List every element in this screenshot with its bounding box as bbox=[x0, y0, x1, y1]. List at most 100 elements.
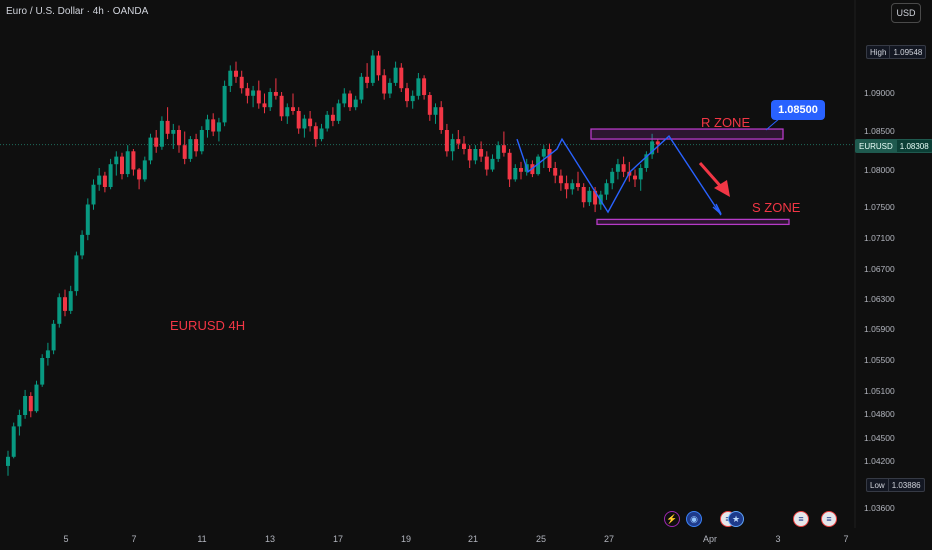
us-flag-icon[interactable]: ≡ bbox=[793, 511, 809, 527]
candle-body bbox=[159, 120, 164, 147]
candle-body bbox=[142, 160, 147, 180]
candle-body bbox=[296, 111, 301, 129]
candle-body bbox=[313, 126, 318, 140]
candle-body bbox=[621, 164, 626, 172]
price-label: 1.04200 bbox=[864, 456, 895, 466]
candle-body bbox=[125, 151, 130, 175]
eu-flag-icon[interactable]: ★ bbox=[728, 511, 744, 527]
s-zone-label[interactable]: S ZONE bbox=[752, 200, 801, 215]
candle-body bbox=[239, 76, 244, 89]
candle-body bbox=[393, 67, 398, 83]
candle-body bbox=[45, 350, 50, 358]
candle-body bbox=[57, 297, 62, 324]
candle-body bbox=[365, 76, 370, 83]
candle-body bbox=[245, 88, 250, 96]
current-tag-label: EURUSD bbox=[855, 139, 896, 153]
candle-body bbox=[148, 137, 153, 161]
candle-body bbox=[137, 169, 142, 180]
candle-body bbox=[108, 164, 113, 187]
candle-body bbox=[308, 118, 313, 127]
candle-body bbox=[182, 145, 187, 159]
candle-body bbox=[85, 204, 90, 235]
candle-body bbox=[387, 82, 392, 94]
price-label: 1.09000 bbox=[864, 88, 895, 98]
candle-body bbox=[91, 184, 96, 205]
us-flag-icon[interactable]: ≡ bbox=[821, 511, 837, 527]
candle-body bbox=[165, 120, 170, 134]
currency-button[interactable]: USD bbox=[891, 3, 921, 23]
candle-body bbox=[444, 130, 449, 152]
candle-body bbox=[131, 151, 136, 170]
candle-body bbox=[11, 426, 16, 457]
price-label: 1.03600 bbox=[864, 503, 895, 513]
candle-body bbox=[405, 88, 409, 102]
time-label: 21 bbox=[467, 534, 479, 544]
pattern-arrowhead bbox=[712, 203, 722, 215]
candle-body bbox=[188, 139, 193, 159]
candle-body bbox=[479, 149, 484, 157]
candle-body bbox=[40, 358, 45, 385]
candle-body bbox=[262, 103, 267, 108]
price-label: 1.05500 bbox=[864, 355, 895, 365]
price-label: 1.08000 bbox=[864, 165, 895, 175]
candle-body bbox=[171, 130, 176, 134]
candle-body bbox=[439, 107, 444, 130]
time-label: 13 bbox=[264, 534, 276, 544]
candle-body bbox=[450, 139, 455, 152]
candle-body bbox=[536, 156, 541, 175]
candle-body bbox=[416, 78, 421, 96]
price-label: 1.05900 bbox=[864, 324, 895, 334]
time-label: Apr bbox=[702, 534, 718, 544]
candle-body bbox=[638, 168, 643, 180]
r-zone-box bbox=[590, 128, 784, 140]
candle-body bbox=[370, 55, 375, 83]
candle-body bbox=[587, 190, 592, 203]
candle-body bbox=[17, 415, 22, 427]
candle-body bbox=[154, 137, 159, 147]
high-tag-label: High bbox=[866, 45, 890, 59]
pattern-line bbox=[516, 135, 722, 216]
red-arrow-shaft bbox=[698, 162, 725, 190]
candle-body bbox=[359, 76, 364, 100]
candle-body bbox=[507, 152, 512, 180]
candle-body bbox=[68, 291, 73, 311]
candle-body bbox=[541, 149, 546, 157]
candle-body bbox=[23, 396, 28, 415]
r-zone-label[interactable]: R ZONE bbox=[701, 115, 751, 130]
current-price-tag: EURUSD 1.08308 bbox=[855, 139, 932, 153]
candle-body bbox=[114, 156, 119, 165]
candle-body bbox=[177, 130, 181, 146]
candle-body bbox=[490, 158, 495, 170]
candle-body bbox=[222, 85, 227, 123]
price-label: 1.05100 bbox=[864, 386, 895, 396]
candle-body bbox=[558, 175, 563, 184]
target-price-callout[interactable]: 1.08500 bbox=[771, 100, 825, 120]
candle-body bbox=[410, 95, 415, 102]
candle-body bbox=[604, 183, 609, 195]
candle-body bbox=[279, 95, 284, 117]
candle-body bbox=[319, 128, 324, 140]
time-label: 17 bbox=[332, 534, 344, 544]
candle-body bbox=[302, 118, 307, 129]
candle-body bbox=[456, 139, 461, 144]
low-tag-label: Low bbox=[866, 478, 888, 492]
candle-body bbox=[102, 175, 107, 187]
time-label: 7 bbox=[131, 534, 137, 544]
candle-body bbox=[291, 107, 295, 111]
candle-body bbox=[74, 255, 79, 292]
candle-body bbox=[547, 149, 552, 168]
chart-label-text[interactable]: EURUSD 4H bbox=[170, 318, 246, 333]
lightning-icon[interactable]: ⚡ bbox=[664, 511, 680, 527]
candle-body bbox=[199, 130, 204, 152]
earnings-icon[interactable]: ◉ bbox=[686, 511, 702, 527]
candle-body bbox=[211, 119, 216, 132]
candle-body bbox=[348, 93, 352, 108]
candle-body bbox=[256, 90, 261, 104]
candle-body bbox=[342, 93, 347, 104]
price-label: 1.06300 bbox=[864, 294, 895, 304]
candle-body bbox=[576, 183, 580, 187]
candle-body bbox=[655, 141, 660, 145]
candle-body bbox=[553, 168, 558, 176]
candle-body bbox=[120, 156, 124, 175]
